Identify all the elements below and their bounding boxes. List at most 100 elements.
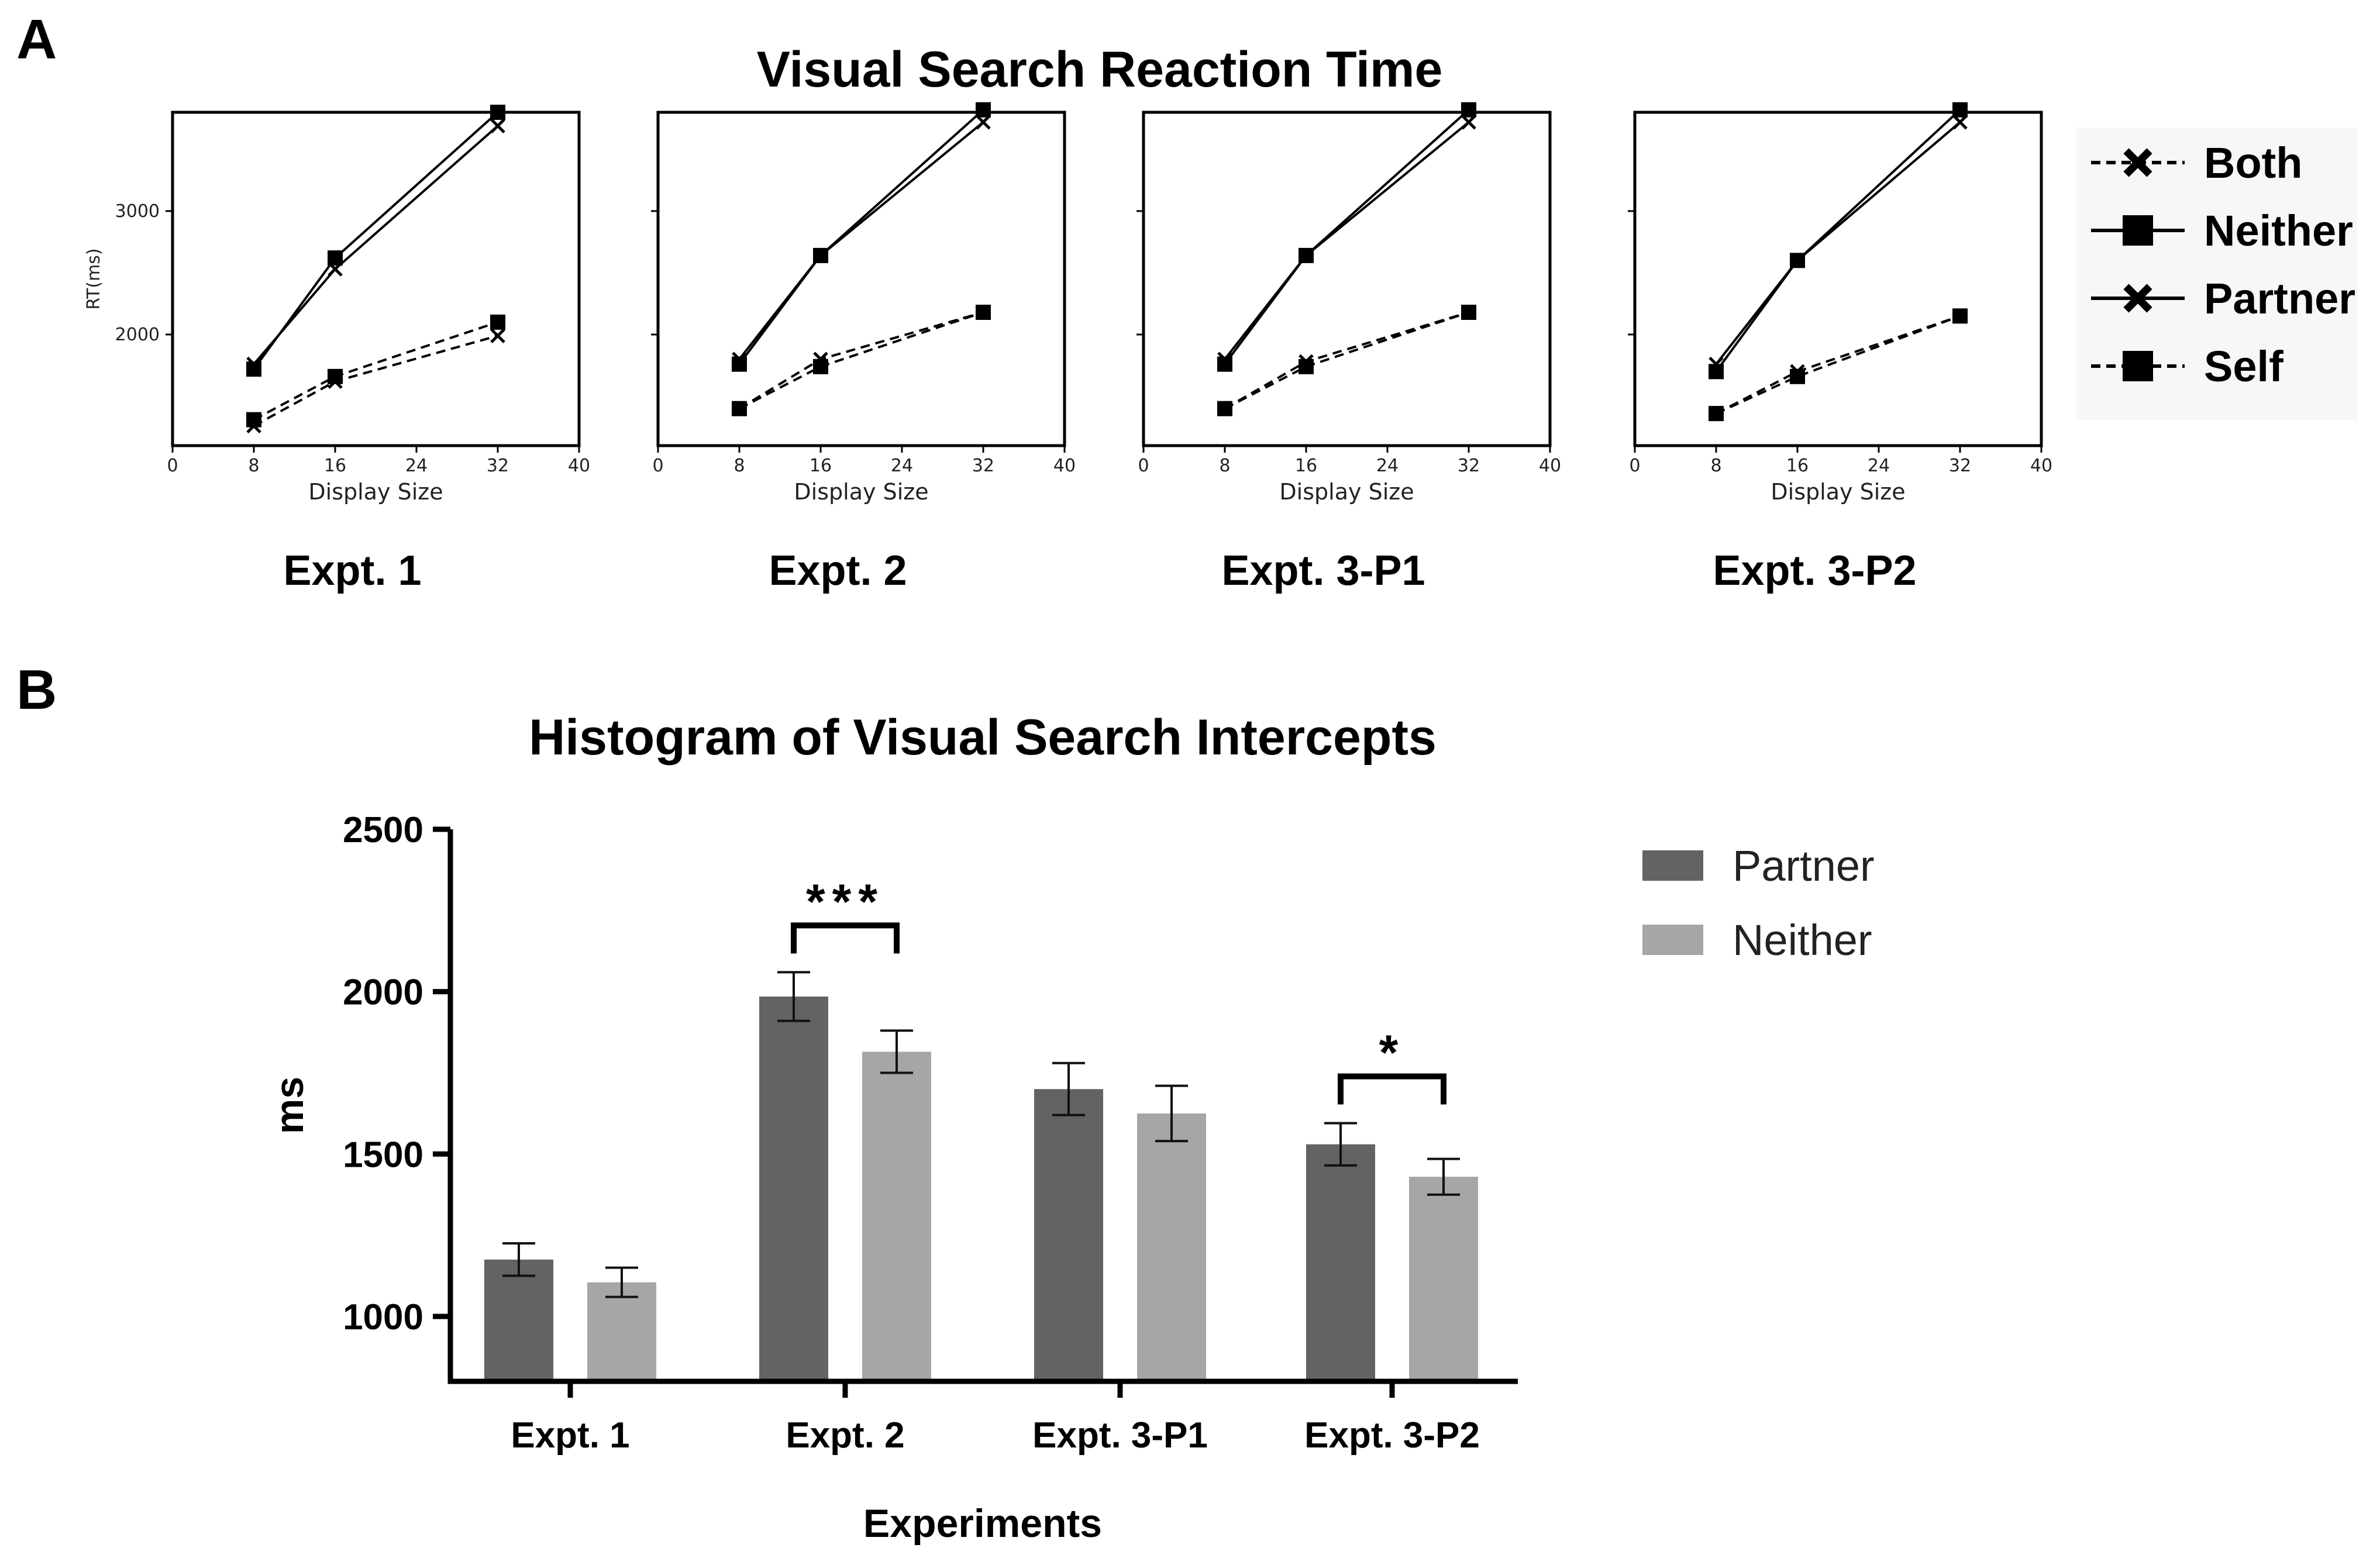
x-tick-label: 32 <box>972 456 994 476</box>
plot-frame <box>656 111 1066 447</box>
chart-b-xlabel: Experiments <box>863 1501 1102 1546</box>
panel-a-plots: 0 8 16 24 32 40 2000 3000 RT(ms) Display Size Expt… <box>84 102 2052 594</box>
marker-x <box>328 261 343 277</box>
marker-square <box>813 358 828 374</box>
x-tick-label: 24 <box>405 456 428 476</box>
y-tick-label: 2500 <box>343 810 423 850</box>
x-tick-label: 0 <box>652 456 663 476</box>
rt-subplot: 0 8 16 24 32 40 2000 3000 RT(ms) Display Size Expt… <box>84 105 590 594</box>
x-tick-label: Expt. 1 <box>511 1415 629 1456</box>
y-tick-label: 1500 <box>343 1135 423 1175</box>
y-tick-label: 2000 <box>115 325 160 345</box>
marker-x <box>1217 351 1232 367</box>
x-tick-label: 40 <box>2030 456 2052 476</box>
x-tick-label: 16 <box>810 456 832 476</box>
error-bar <box>1052 1061 1085 1116</box>
x-tick-label: 24 <box>1868 456 1890 476</box>
legend-b-swatch-neither <box>1642 925 1703 955</box>
legend-a-label: Self <box>2204 342 2283 391</box>
x-tick-label: 32 <box>1458 456 1480 476</box>
rt-subplot: 0 8 16 24 32 40 Display Size Expt. 2 <box>651 102 1076 594</box>
chart-a-title: Visual Search Reaction Time <box>757 42 1443 98</box>
x-axis-label: Display Size <box>1771 479 1905 505</box>
marker-x <box>1299 354 1314 370</box>
chart-b-title: Histogram of Visual Search Intercepts <box>529 709 1437 766</box>
x-tick-label: 40 <box>568 456 590 476</box>
subplot-caption: Expt. 1 <box>283 547 421 594</box>
x-tick-label: 16 <box>1295 456 1317 476</box>
marker-x <box>246 418 261 433</box>
x-tick-label: 24 <box>891 456 913 476</box>
marker-x <box>328 374 343 389</box>
panel-b-legend: Partner Neither <box>1642 842 1875 964</box>
y-tick-label: 2000 <box>343 973 423 1013</box>
bar-neither <box>1137 1113 1206 1381</box>
subplot-caption: Expt. 3-P1 <box>1221 547 1425 594</box>
legend-a-marker-square <box>2123 215 2153 246</box>
marker-x <box>1790 253 1805 268</box>
y-axis-label: RT(ms) <box>84 248 104 309</box>
marker-x <box>813 351 828 367</box>
panel-label-a: A <box>16 8 57 71</box>
marker-square <box>490 105 505 120</box>
legend-a-label: Both <box>2204 139 2303 187</box>
marker-x <box>1217 401 1232 416</box>
marker-x <box>1709 356 1724 372</box>
marker-x <box>732 351 747 367</box>
legend-a-marker-x <box>2123 284 2152 313</box>
x-tick-label: Expt. 2 <box>786 1415 904 1456</box>
x-tick-label: 8 <box>248 456 259 476</box>
bar-neither <box>862 1052 931 1381</box>
error-bar <box>605 1266 638 1298</box>
plot-frame <box>171 111 581 447</box>
panel-label-b: B <box>16 659 57 721</box>
x-tick-label: 32 <box>487 456 509 476</box>
subplot-caption: Expt. 3-P2 <box>1713 547 1916 594</box>
panel-b-chart: Expt. 1 Expt. 2 Expt. 3-P1 Expt. 3-P2 1000 15… <box>343 810 1518 1456</box>
x-tick-label: 0 <box>1138 456 1149 476</box>
x-axis-label: Display Size <box>308 479 443 505</box>
bar-partner <box>484 1259 553 1381</box>
significance-bracket <box>1338 1073 1446 1105</box>
marker-x <box>1299 248 1314 263</box>
series-line-self <box>1716 315 1961 415</box>
bar-partner <box>1306 1144 1375 1381</box>
significance-label: * <box>1379 1025 1406 1080</box>
subplot-caption: Expt. 2 <box>769 547 907 594</box>
marker-square <box>1952 102 1968 118</box>
error-bar <box>502 1242 535 1277</box>
legend-b-label: Neither <box>1733 916 1872 964</box>
legend-a-marker-square <box>2123 351 2153 381</box>
legend-a-label: Partner <box>2204 274 2355 323</box>
plot-frame <box>1142 111 1552 447</box>
significance-label: *** <box>806 874 884 929</box>
bar-neither <box>1409 1177 1478 1381</box>
error-bar <box>777 971 810 1022</box>
marker-x <box>246 356 261 372</box>
marker-square <box>490 314 505 330</box>
marker-x <box>1461 115 1476 130</box>
marker-square <box>1461 102 1476 118</box>
x-tick-label: 32 <box>1949 456 1971 476</box>
marker-x <box>490 328 505 343</box>
x-tick-label: 0 <box>167 456 178 476</box>
y-tick-label: 3000 <box>115 201 160 222</box>
x-tick-label: 8 <box>733 456 745 476</box>
legend-a-marker-x <box>2123 148 2152 177</box>
error-bar <box>1155 1084 1188 1143</box>
y-tick-label: 1000 <box>343 1297 423 1338</box>
rt-subplot: 0 8 16 24 32 40 Display Size Expt. 3-P1 <box>1136 102 1561 594</box>
marker-x <box>1952 115 1968 130</box>
x-tick-label: 0 <box>1629 456 1640 476</box>
marker-x <box>1790 364 1805 380</box>
x-tick-label: 8 <box>1219 456 1230 476</box>
error-bar <box>880 1029 913 1074</box>
x-tick-label: Expt. 3-P1 <box>1032 1415 1208 1456</box>
chart-b-ylabel: ms <box>267 1077 312 1134</box>
error-bar <box>1324 1122 1357 1167</box>
panel-a-legend: Both Neither Partner Self <box>2076 127 2357 420</box>
marker-x <box>1709 406 1724 421</box>
legend-b-swatch-partner <box>1642 850 1703 881</box>
marker-x <box>490 118 505 133</box>
